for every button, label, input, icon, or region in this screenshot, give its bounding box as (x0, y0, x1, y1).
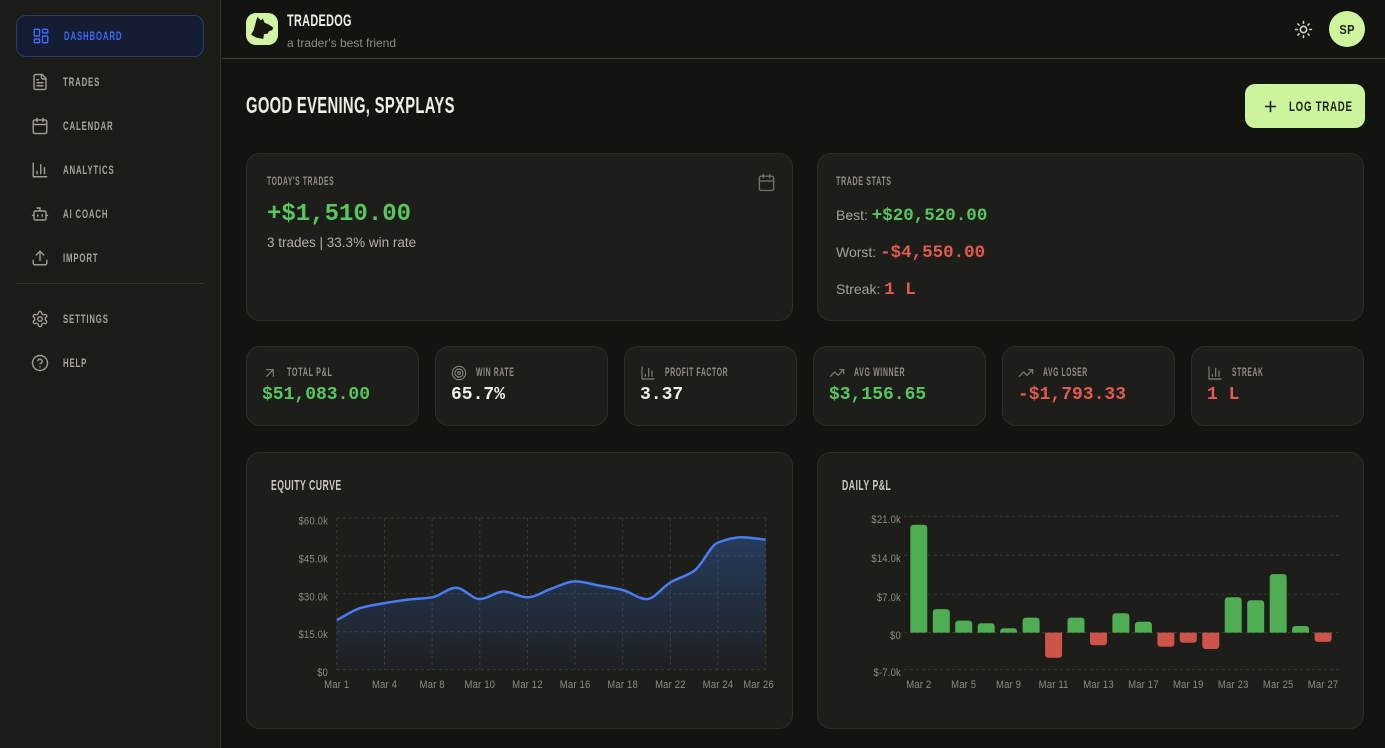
svg-text:Mar 23: Mar 23 (1218, 679, 1249, 691)
svg-text:Mar 11: Mar 11 (1039, 679, 1069, 691)
svg-text:$45.0k: $45.0k (298, 554, 328, 566)
svg-text:Mar 24: Mar 24 (703, 679, 734, 691)
svg-text:Mar 18: Mar 18 (607, 679, 638, 691)
svg-text:$30.0k: $30.0k (298, 592, 328, 604)
svg-text:Mar 8: Mar 8 (420, 679, 445, 691)
svg-text:Mar 4: Mar 4 (372, 679, 397, 691)
svg-text:Mar 5: Mar 5 (951, 679, 976, 691)
svg-text:Mar 19: Mar 19 (1173, 679, 1204, 691)
svg-text:Mar 26: Mar 26 (743, 679, 774, 691)
svg-text:Mar 25: Mar 25 (1263, 679, 1294, 691)
svg-text:Mar 17: Mar 17 (1128, 679, 1159, 691)
svg-text:Mar 22: Mar 22 (655, 679, 686, 691)
svg-text:Mar 13: Mar 13 (1083, 679, 1114, 691)
svg-text:Mar 2: Mar 2 (906, 679, 931, 691)
svg-text:$14.0k: $14.0k (871, 553, 901, 565)
svg-text:$21.0k: $21.0k (871, 514, 901, 526)
svg-text:$0: $0 (317, 667, 328, 679)
svg-text:$0: $0 (890, 630, 901, 642)
svg-text:Mar 12: Mar 12 (512, 679, 543, 691)
svg-text:Mar 27: Mar 27 (1308, 679, 1339, 691)
svg-text:Mar 10: Mar 10 (465, 679, 496, 691)
svg-text:Mar 16: Mar 16 (560, 679, 591, 691)
svg-text:Mar 9: Mar 9 (996, 679, 1021, 691)
svg-text:$7.0k: $7.0k (877, 592, 902, 604)
svg-text:Mar 1: Mar 1 (324, 679, 349, 691)
svg-text:$-7.0k: $-7.0k (874, 667, 902, 679)
svg-text:$15.0k: $15.0k (298, 630, 328, 642)
svg-text:$60.0k: $60.0k (298, 516, 328, 528)
